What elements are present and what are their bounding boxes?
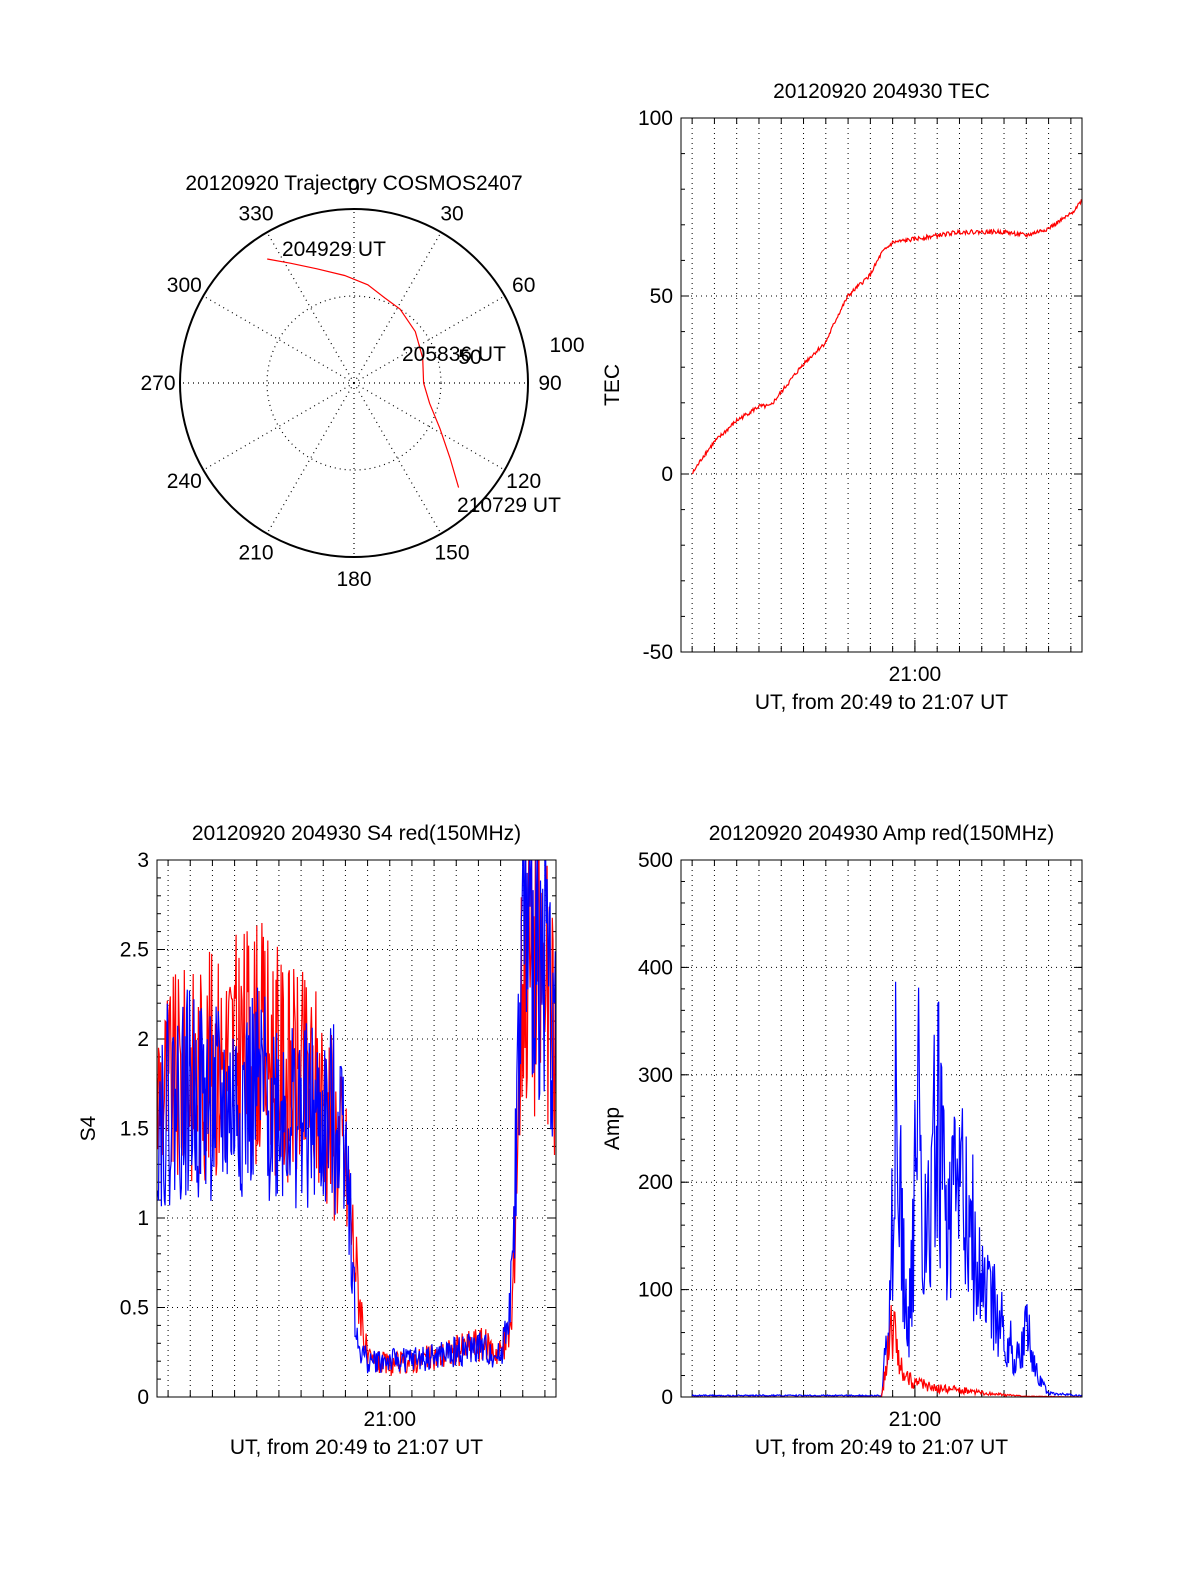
polar-angle-label: 120 xyxy=(506,470,541,493)
y-axis-label: S4 xyxy=(77,1115,100,1141)
y-tick-label: 3 xyxy=(137,849,149,872)
polar-spoke xyxy=(203,295,355,384)
y-axis-label: Amp xyxy=(601,1107,624,1150)
x-axis-label: UT, from 20:49 to 21:07 UT xyxy=(230,1436,483,1459)
tec-panel: -50 0 50 100 21:00 UT, from 20:49 to 21:07 UT… xyxy=(601,80,1083,714)
y-tick-label: 1 xyxy=(137,1207,149,1230)
polar-spoke xyxy=(353,232,442,384)
y-axis-label: TEC xyxy=(601,364,624,406)
x-axis-label: UT, from 20:49 to 21:07 UT xyxy=(755,691,1008,714)
polar-radius-label: 50 xyxy=(458,346,481,369)
y-tick-label: 1.5 xyxy=(120,1118,149,1141)
polar-spoke xyxy=(266,232,355,384)
polar-angle-label: 150 xyxy=(434,542,469,565)
tec-series-line xyxy=(691,199,1082,475)
y-tick-label: 2 xyxy=(137,1028,149,1051)
amp-panel: 0 100 200 300 400 500 21:00 UT, from 20:49 to 2… xyxy=(601,822,1083,1459)
s4-series-line xyxy=(157,860,556,1376)
plot-frame xyxy=(156,859,557,1398)
amp-series-line xyxy=(691,981,1082,1397)
track-mid-label: 205836 UT xyxy=(402,343,506,366)
polar-spoke xyxy=(203,382,355,471)
track-end-label: 210729 UT xyxy=(457,494,561,517)
trajectory-panel: 0 30 60 90 120 150 180 210 240 270 300 330 50 100 2049… xyxy=(140,172,584,591)
polar-angle-label: 240 xyxy=(167,470,202,493)
polar-angle-label: 30 xyxy=(440,202,463,225)
y-tick-label: 0.5 xyxy=(120,1297,149,1320)
polar-spoke xyxy=(353,382,505,471)
x-tick-label: 21:00 xyxy=(363,1408,416,1431)
y-tick-label: 100 xyxy=(638,107,673,130)
polar-angle-label: 300 xyxy=(167,274,202,297)
chart-title: 20120920 Trajectory COSMOS2407 xyxy=(185,172,522,195)
y-tick-label: -50 xyxy=(643,641,673,664)
y-tick-label: 400 xyxy=(638,956,673,979)
y-tick-label: 500 xyxy=(638,849,673,872)
polar-inner-circle xyxy=(266,295,442,471)
amp-series-line xyxy=(692,1305,1082,1397)
polar-angle-label: 330 xyxy=(238,202,273,225)
polar-angle-label: 180 xyxy=(336,568,371,591)
y-tick-label: 2.5 xyxy=(120,939,149,962)
chart-title: 20120920 204930 S4 red(150MHz) xyxy=(192,822,521,845)
polar-spoke xyxy=(353,295,505,384)
polar-angle-label: 0 xyxy=(348,176,360,199)
polar-angle-label: 270 xyxy=(140,372,175,395)
y-tick-label: 200 xyxy=(638,1171,673,1194)
y-tick-label: 0 xyxy=(661,1386,673,1409)
s4-series-line xyxy=(157,860,556,1374)
polar-spoke xyxy=(353,382,442,534)
polar-angle-label: 210 xyxy=(238,542,273,565)
chart-title: 20120920 204930 TEC xyxy=(773,80,990,103)
x-tick-label: 21:00 xyxy=(889,1408,942,1431)
x-tick-label: 21:00 xyxy=(889,663,942,686)
track-start-label: 204929 UT xyxy=(282,238,386,261)
y-tick-label: 50 xyxy=(650,285,673,308)
s4-panel: 0 0.5 1 1.5 2 2.5 3 21:00 UT, from 20:49 to 21:0… xyxy=(77,822,557,1459)
y-tick-label: 0 xyxy=(661,463,673,486)
x-axis-label: UT, from 20:49 to 21:07 UT xyxy=(755,1436,1008,1459)
polar-radius-label: 100 xyxy=(549,334,584,357)
y-tick-label: 300 xyxy=(638,1064,673,1087)
plot-frame xyxy=(680,859,1083,1398)
polar-angle-label: 60 xyxy=(512,274,535,297)
polar-spoke xyxy=(266,382,355,534)
polar-angle-label: 90 xyxy=(538,372,561,395)
trajectory-track xyxy=(267,258,460,488)
chart-title: 20120920 204930 Amp red(150MHz) xyxy=(709,822,1055,845)
plot-frame xyxy=(680,117,1083,653)
polar-outer-circle xyxy=(179,208,529,558)
y-tick-label: 0 xyxy=(137,1386,149,1409)
y-tick-label: 100 xyxy=(638,1279,673,1302)
